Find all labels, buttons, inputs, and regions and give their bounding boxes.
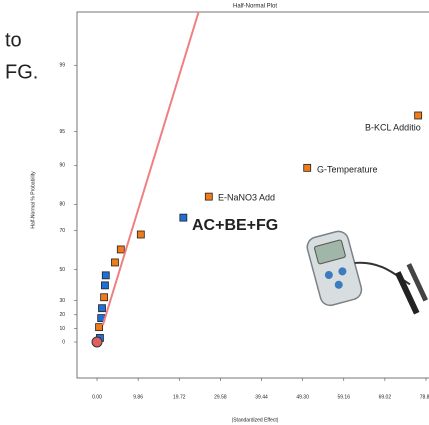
x-tick-label: 39.44	[255, 394, 268, 400]
point	[111, 258, 119, 267]
point	[101, 271, 110, 280]
point	[91, 336, 103, 348]
point	[95, 323, 104, 332]
y-tick-label: 99	[59, 63, 65, 69]
point	[179, 213, 188, 222]
point	[101, 281, 109, 290]
x-tick-label: 9.86	[133, 394, 143, 400]
y-axis-label: Half-Normal % Probability	[30, 171, 36, 229]
x-tick-label: 59.16	[337, 394, 350, 400]
annotation: B-KCL Additio	[365, 122, 421, 132]
y-tick-label: 90	[59, 163, 65, 169]
y-tick-label: 20	[59, 312, 65, 318]
y-tick-label: 0	[62, 339, 65, 345]
point	[116, 245, 125, 254]
point	[100, 293, 109, 302]
annotation: AC+BE+FG	[192, 217, 278, 234]
annotation: G-Temperature	[317, 164, 378, 174]
x-axis-label: |Standardized Effect|	[232, 417, 278, 423]
x-tick-label: 49.30	[296, 394, 309, 400]
plot-frame	[76, 11, 429, 379]
point	[204, 192, 213, 201]
ph-meter-image	[306, 230, 428, 315]
y-tick-label: 80	[59, 202, 65, 208]
chart-title: Half-Normal Plot	[233, 4, 277, 10]
x-tick-label: 19.72	[173, 394, 186, 400]
y-tick-label: 70	[59, 228, 65, 234]
y-tick-label: 50	[59, 267, 65, 273]
background-text: FG.	[5, 61, 38, 83]
background-text: to	[5, 29, 22, 51]
point	[303, 163, 312, 172]
annotation: E-NaNO3 Add	[218, 192, 275, 202]
plot-area	[91, 12, 423, 348]
y-tick-label: 10	[59, 326, 65, 332]
point	[414, 111, 423, 120]
x-tick-label: 69.02	[379, 394, 392, 400]
point	[98, 304, 106, 313]
y-tick-label: 95	[59, 129, 65, 135]
point	[136, 230, 145, 239]
x-tick-label: 78.88	[420, 394, 429, 400]
x-tick-label: 29.58	[214, 394, 227, 400]
x-tick-label: 0.00	[92, 394, 102, 400]
fit-line	[101, 12, 200, 326]
y-tick-label: 30	[59, 298, 65, 304]
